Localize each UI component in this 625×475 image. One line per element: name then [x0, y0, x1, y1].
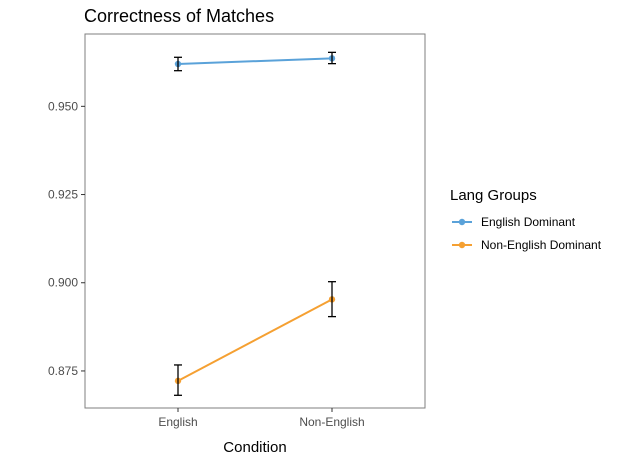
series-line [177, 298, 333, 382]
y-tick-label: 0.875 [48, 364, 78, 378]
error-bar [174, 56, 182, 72]
series-english-dominant [174, 51, 336, 72]
series-line [177, 57, 333, 65]
x-tick-label: English [158, 415, 197, 429]
y-tick-label: 0.900 [48, 276, 78, 290]
y-tick-label: 0.925 [48, 188, 78, 202]
plot-panel [84, 33, 426, 409]
error-bar [328, 51, 336, 65]
x-tick-label: Non-English [299, 415, 364, 429]
series-non-english-dominant [174, 281, 336, 396]
error-bar [174, 364, 182, 396]
y-tick-label: 0.950 [48, 99, 78, 113]
legend-item: Non-English Dominant [452, 238, 602, 252]
legend: Lang Groups English Dominant Non-English … [450, 187, 602, 252]
series-layer [174, 51, 336, 396]
x-axis-title: Condition [223, 439, 286, 456]
legend-item: English Dominant [452, 215, 576, 229]
x-axis: English Non-English [158, 408, 365, 429]
chart-title: Correctness of Matches [84, 6, 274, 26]
y-axis: 0.875 0.900 0.925 0.950 [48, 99, 85, 378]
legend-label: English Dominant [481, 215, 576, 229]
error-bar [328, 281, 336, 318]
legend-key-point [458, 218, 466, 226]
legend-title: Lang Groups [450, 187, 537, 204]
legend-key-point [458, 241, 466, 249]
legend-label: Non-English Dominant [481, 238, 602, 252]
